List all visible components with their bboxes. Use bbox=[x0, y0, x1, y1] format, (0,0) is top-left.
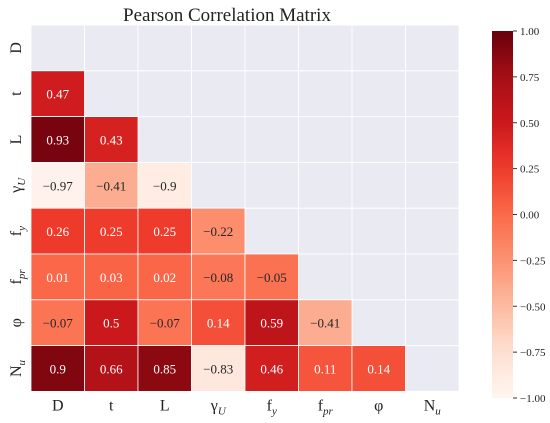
cell-value-label: −0.9 bbox=[153, 178, 177, 193]
cell-value-label: 0.14 bbox=[207, 316, 230, 331]
y-tick-label: t bbox=[8, 91, 25, 96]
heatmap-cell bbox=[84, 299, 139, 346]
colorbar-tick-label: 1.00 bbox=[520, 26, 540, 38]
y-tick-label: φ bbox=[8, 318, 25, 327]
chart-title: Pearson Correlation Matrix bbox=[123, 5, 331, 26]
heatmap-cell bbox=[137, 299, 192, 346]
cell-value-label: −0.07 bbox=[43, 316, 74, 331]
cell-value-label: −0.83 bbox=[203, 362, 233, 377]
x-tick-label: γU bbox=[210, 397, 227, 417]
x-tick-label: φ bbox=[374, 397, 383, 414]
colorbar-tick-label: 0.25 bbox=[520, 164, 540, 176]
cell-value-label: −0.41 bbox=[310, 316, 340, 331]
colorbar-tick-label: 0.75 bbox=[520, 72, 540, 84]
colorbar-tick-label: −1.00 bbox=[520, 393, 546, 405]
cell-value-label: 0.66 bbox=[100, 362, 123, 377]
heatmap-cell bbox=[137, 345, 192, 392]
y-tick-label: fy bbox=[8, 226, 28, 236]
cell-value-label: 0.14 bbox=[367, 362, 390, 377]
x-tick-label: Nu bbox=[424, 397, 442, 417]
y-tick-label: fpr bbox=[8, 269, 28, 285]
cell-value-label: 0.25 bbox=[100, 224, 123, 239]
cell-value-label: 0.5 bbox=[103, 316, 119, 331]
cell-value-label: 0.9 bbox=[50, 362, 66, 377]
y-tick-label: Nu bbox=[8, 359, 28, 377]
heatmap-cell bbox=[191, 207, 246, 255]
cell-value-label: 0.11 bbox=[314, 362, 336, 377]
heatmap-cell bbox=[351, 345, 406, 392]
colorbar-gradient bbox=[492, 31, 513, 398]
heatmap-cell bbox=[30, 161, 85, 209]
heatmap-cell bbox=[137, 253, 192, 301]
heatmap-cell bbox=[84, 116, 139, 163]
colorbar-tick-label: 0.50 bbox=[520, 118, 540, 130]
cell-value-label: 0.47 bbox=[46, 87, 69, 102]
heatmap-cell bbox=[298, 345, 353, 392]
cell-value-label: 0.59 bbox=[260, 316, 283, 331]
x-tick-label: fpr bbox=[318, 397, 334, 417]
cell-value-label: −0.08 bbox=[203, 270, 233, 285]
y-tick-label: γU bbox=[8, 177, 28, 194]
cell-value-label: −0.05 bbox=[257, 270, 287, 285]
cell-value-label: −0.07 bbox=[150, 316, 181, 331]
colorbar: 1.00 0.75 0.50 0.25 0.00 −0.25 −0.50 −0.75 −1.00 bbox=[492, 26, 546, 405]
cell-value-label: 0.43 bbox=[100, 133, 123, 148]
colorbar-tick-label: 0.00 bbox=[520, 210, 540, 222]
x-tick-label: L bbox=[160, 397, 170, 414]
heatmap-cell bbox=[30, 345, 85, 392]
cell-value-label: 0.26 bbox=[46, 224, 69, 239]
colorbar-tick-label: −0.75 bbox=[520, 347, 546, 359]
heatmap-cell bbox=[30, 70, 85, 118]
heatmap-cell bbox=[191, 345, 246, 392]
cell-value-label: 0.02 bbox=[153, 270, 176, 285]
heatmap-cell bbox=[30, 253, 85, 301]
colorbar-tick-label: −0.50 bbox=[520, 301, 546, 313]
heatmap-cell bbox=[84, 207, 139, 255]
heatmap-cell bbox=[30, 207, 85, 255]
heatmap-cell bbox=[84, 161, 139, 209]
colorbar-tick-label: −0.25 bbox=[520, 255, 546, 267]
x-tick-label: fy bbox=[267, 397, 277, 417]
heatmap-cell bbox=[137, 161, 192, 209]
cell-value-label: −0.41 bbox=[96, 178, 126, 193]
heatmap-cell bbox=[84, 253, 139, 301]
cell-value-label: −0.22 bbox=[203, 224, 233, 239]
y-axis: Dt LγU fy fpr φ Nu bbox=[8, 42, 28, 377]
x-tick-label: t bbox=[109, 397, 114, 414]
cell-value-label: 0.85 bbox=[153, 362, 176, 377]
cell-value-label: 0.25 bbox=[153, 224, 176, 239]
cell-value-label: 0.93 bbox=[46, 133, 69, 148]
x-tick-label: D bbox=[52, 397, 64, 414]
y-tick-label: D bbox=[8, 42, 25, 54]
cell-value-label: 0.03 bbox=[100, 270, 123, 285]
y-tick-label: L bbox=[8, 135, 25, 145]
cell-value-label: 0.01 bbox=[46, 270, 69, 285]
heatmap-cell bbox=[244, 345, 299, 392]
cell-value-label: 0.46 bbox=[260, 362, 283, 377]
heatmap-cell bbox=[244, 253, 299, 301]
cell-value-label: −0.97 bbox=[43, 178, 74, 193]
heatmap-cells: 0.47 0.93 0.43 −0.97 −0.41 −0.9 0.26 0.25 0.25 −0… bbox=[30, 70, 406, 392]
